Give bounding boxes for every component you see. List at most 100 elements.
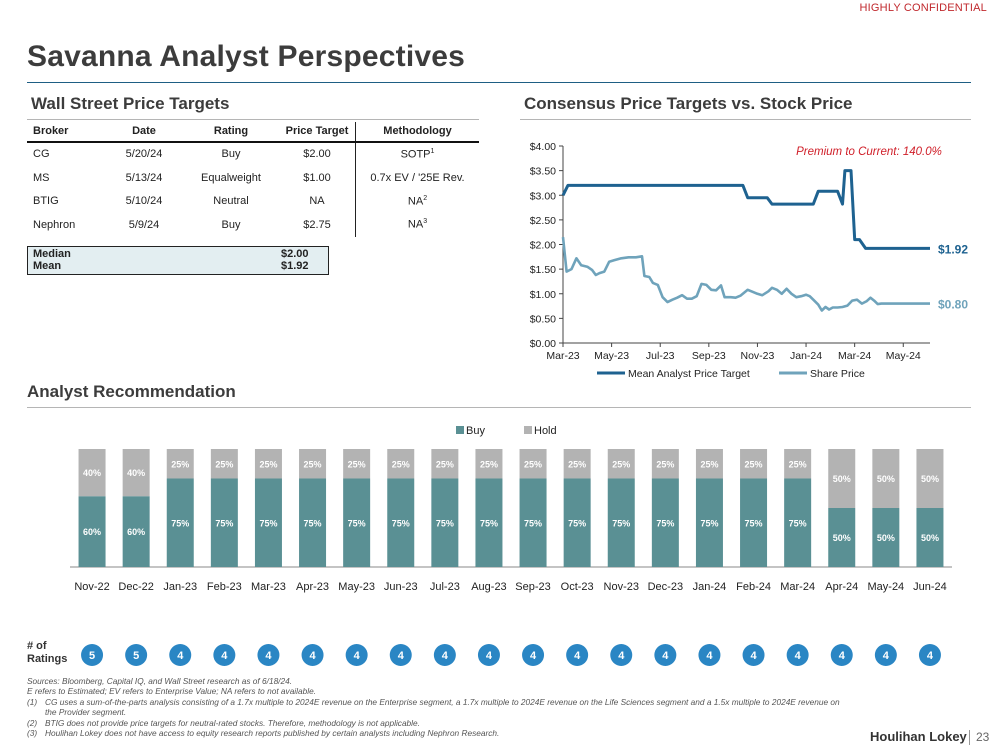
summary-box: Median $2.00 Mean $1.92	[27, 246, 329, 275]
ratings-label: # of Ratings	[27, 640, 67, 666]
target-cell: $2.75	[303, 218, 331, 231]
bar-label-buy: 75%	[480, 518, 498, 528]
ratings-count-circle	[257, 644, 280, 666]
page-title: Savanna Analyst Perspectives	[27, 40, 466, 73]
bar-category-label: Feb-24	[736, 581, 771, 593]
bar-category-label: Oct-23	[561, 581, 594, 593]
ratings-count-circle	[654, 644, 677, 666]
ratings-count: 5	[89, 650, 95, 662]
ratings-count-circle	[522, 644, 545, 666]
bar-label-buy: 75%	[524, 518, 542, 528]
bar-hold	[740, 449, 768, 479]
bar-label-buy: 75%	[304, 518, 322, 528]
legend-label-hold: Hold	[534, 425, 557, 437]
bar-label-hold: 25%	[215, 459, 233, 469]
methodology-cell: NA3	[355, 213, 479, 237]
bar-buy	[519, 478, 547, 567]
bar-buy	[651, 478, 679, 567]
y-tick-label: $4.00	[530, 141, 556, 153]
bar-hold	[299, 449, 327, 479]
mean-target-end-label: $1.92	[938, 242, 968, 256]
column-header: Broker	[27, 122, 105, 143]
ratings-count-circle	[301, 644, 324, 666]
bar-hold	[784, 449, 812, 479]
y-tick-label: $2.50	[530, 215, 556, 227]
rating-cell: Buy	[221, 148, 241, 161]
ratings-count: 4	[177, 650, 184, 662]
column-header: Rating	[183, 122, 279, 143]
footnote-ref: 1	[430, 148, 435, 155]
bar-label-buy: 75%	[171, 518, 189, 528]
y-tick-label: $3.00	[530, 190, 556, 202]
bar-label-hold: 25%	[612, 459, 630, 469]
legend-swatch-hold	[524, 426, 532, 434]
summary-row-median: Median $2.00	[33, 248, 323, 260]
bar-label-hold: 50%	[877, 474, 895, 484]
bar-buy	[607, 478, 635, 567]
bar-category-label: Jun-24	[913, 581, 947, 593]
page-number: 23	[976, 730, 990, 744]
bar-hold	[78, 449, 106, 497]
bar-buy	[210, 478, 238, 567]
summary-value: $1.92	[281, 260, 309, 272]
broker-cell: Nephron	[33, 218, 76, 231]
bar-buy	[740, 478, 768, 567]
footnote-source: Sources: Bloomberg, Capital IQ, and Wall…	[27, 676, 293, 686]
company-logo: Houlihan Lokey	[870, 729, 967, 744]
title-divider	[27, 82, 971, 83]
section-title-price-targets: Wall Street Price Targets	[31, 94, 230, 113]
ratings-count-circle	[874, 644, 897, 666]
methodology-cell: NA2	[355, 189, 479, 214]
ratings-count: 4	[839, 650, 846, 662]
footnote-1: (1) CG uses a sum-of-the-parts analysis c…	[27, 696, 840, 718]
bar-hold	[563, 449, 591, 479]
bar-category-label: Feb-23	[207, 581, 242, 593]
bar-label-buy: 75%	[348, 518, 366, 528]
x-tick-label: May-24	[886, 350, 921, 362]
ratings-count-circle	[830, 644, 853, 666]
bar-category-label: Sep-23	[515, 581, 550, 593]
bar-buy	[343, 478, 371, 567]
bar-buy	[872, 508, 900, 567]
bar-label-hold: 25%	[392, 459, 410, 469]
bar-label-hold: 25%	[700, 459, 718, 469]
bar-label-buy: 75%	[568, 518, 586, 528]
bar-label-hold: 25%	[171, 459, 189, 469]
bar-label-hold: 25%	[304, 459, 322, 469]
bar-label-hold: 25%	[480, 459, 498, 469]
footnote-ref: 2	[423, 194, 428, 202]
mean-target-line	[561, 169, 930, 250]
bar-hold	[122, 449, 150, 497]
share-price-end-label: $0.80	[938, 298, 968, 312]
bar-category-label: Jun-23	[384, 581, 418, 593]
bar-label-buy: 75%	[612, 518, 630, 528]
summary-value: $2.00	[281, 248, 309, 260]
ratings-count-circle	[389, 644, 412, 666]
ratings-count: 4	[662, 650, 669, 662]
ratings-count-circle	[169, 644, 192, 666]
bar-category-label: May-24	[868, 581, 905, 593]
bar-category-label: Apr-24	[825, 581, 858, 593]
table-header-row: Broker Date Rating Price Target Methodol…	[27, 122, 479, 143]
y-tick-label: $0.00	[530, 338, 556, 350]
y-tick-label: $1.50	[530, 264, 556, 276]
bar-buy	[828, 508, 856, 567]
bar-label-buy: 60%	[83, 527, 101, 537]
x-tick-label: Mar-24	[838, 350, 871, 362]
column-header: Methodology	[355, 122, 479, 143]
bar-label-hold: 40%	[83, 468, 101, 478]
bar-hold	[916, 449, 944, 508]
table-row: MS 5/13/24 Equalweight $1.00 0.7x EV / '…	[27, 166, 479, 190]
bar-label-hold: 25%	[436, 459, 454, 469]
summary-row-mean: Mean $1.92	[33, 260, 323, 272]
bar-category-label: Jul-23	[430, 581, 460, 593]
ratings-count: 4	[706, 650, 713, 662]
footnote-2: (2) BTIG does not provide price targets f…	[27, 717, 420, 728]
summary-label: Median	[33, 248, 71, 260]
section-divider	[520, 119, 971, 120]
section-divider	[27, 407, 971, 408]
bar-buy	[254, 478, 282, 567]
date-cell: 5/20/24	[125, 148, 163, 161]
footnote-ref: 3	[423, 218, 428, 226]
bar-label-buy: 75%	[259, 518, 277, 528]
